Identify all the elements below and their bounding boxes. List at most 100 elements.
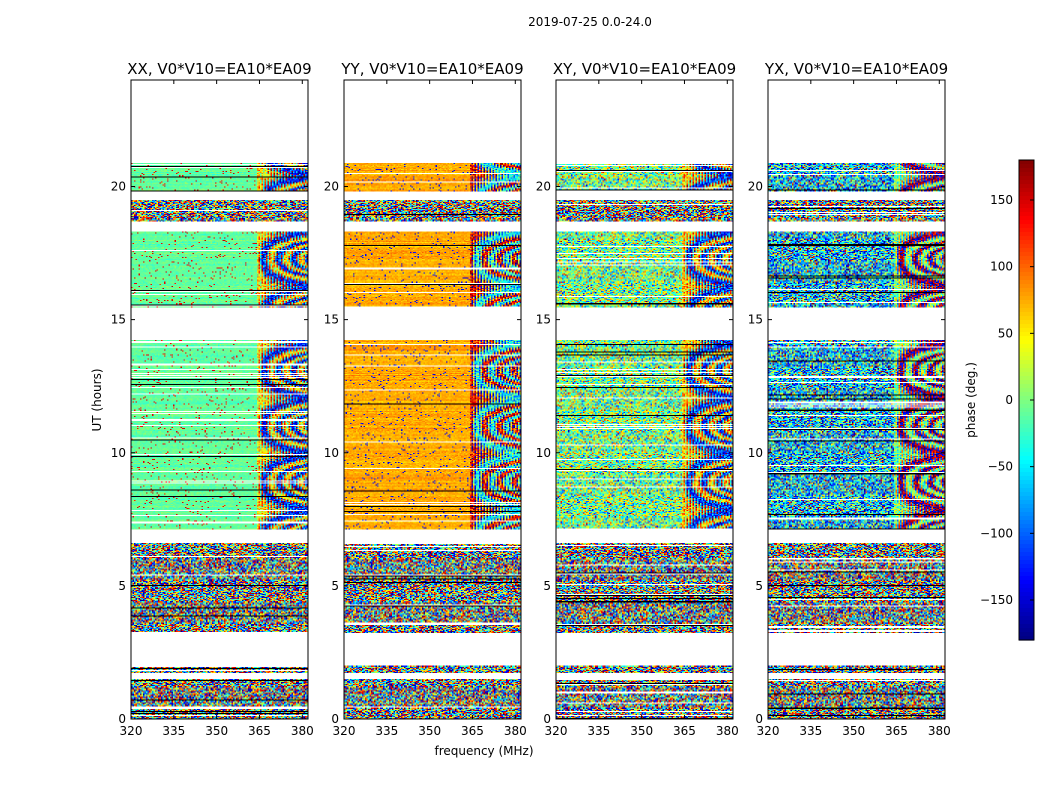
colorbar-segment <box>1019 400 1034 405</box>
colorbar-segment <box>1019 604 1034 609</box>
colorbar-segment <box>1019 224 1034 229</box>
x-tick-label: 350 <box>842 724 865 738</box>
colorbar-segment <box>1019 276 1034 281</box>
colorbar-segment <box>1019 608 1034 613</box>
colorbar-segment <box>1019 180 1034 185</box>
colorbar-segment <box>1019 516 1034 521</box>
x-tick-label: 365 <box>248 724 271 738</box>
colorbar-tick-label: 150 <box>990 193 1013 207</box>
colorbar-segment <box>1019 416 1034 421</box>
y-tick-label: 15 <box>111 313 126 327</box>
heatmap-image <box>344 80 521 719</box>
colorbar-segment <box>1019 352 1034 357</box>
x-tick-label: 380 <box>291 724 314 738</box>
colorbar-segment <box>1019 624 1034 629</box>
heatmap-image <box>556 80 733 719</box>
colorbar-segment <box>1019 264 1034 269</box>
x-tick-label: 335 <box>162 724 185 738</box>
y-tick-label: 20 <box>111 180 126 194</box>
colorbar-segment <box>1019 584 1034 589</box>
y-tick-label: 0 <box>118 712 126 726</box>
y-tick-label: 10 <box>748 446 763 460</box>
panel-title: XX, V0*V10=EA10*EA09 <box>127 60 311 78</box>
colorbar-segment <box>1019 468 1034 473</box>
x-tick-label: 335 <box>799 724 822 738</box>
colorbar-segment <box>1019 548 1034 553</box>
y-tick-label: 0 <box>755 712 763 726</box>
colorbar-segment <box>1019 184 1034 189</box>
colorbar-segment <box>1019 368 1034 373</box>
colorbar-segment <box>1019 380 1034 385</box>
colorbar-segment <box>1019 192 1034 197</box>
colorbar-tick-label: −50 <box>988 460 1013 474</box>
colorbar-segment <box>1019 492 1034 497</box>
colorbar-segment <box>1019 552 1034 557</box>
colorbar-segment <box>1019 620 1034 625</box>
panel-2: YY, V0*V10=EA10*EA09 320 335 350 365 380 0 5 10 1… <box>324 60 527 738</box>
colorbar-segment <box>1019 596 1034 601</box>
colorbar-segment <box>1019 572 1034 577</box>
y-tick-label: 15 <box>536 313 551 327</box>
x-tick-label: 320 <box>120 724 143 738</box>
colorbar-segment <box>1019 252 1034 257</box>
colorbar-tick-label: −150 <box>980 593 1013 607</box>
colorbar-segment <box>1019 628 1034 633</box>
panel-3: XY, V0*V10=EA10*EA09 320 335 350 365 380 0 5 10 1… <box>536 60 739 738</box>
colorbar-segment <box>1019 164 1034 169</box>
x-tick-label: 335 <box>375 724 398 738</box>
x-tick-label: 350 <box>205 724 228 738</box>
colorbar-segment <box>1019 168 1034 173</box>
colorbar-segment <box>1019 272 1034 277</box>
y-tick-label: 5 <box>331 579 339 593</box>
y-axis-label: UT (hours) <box>90 368 104 431</box>
colorbar-segment <box>1019 556 1034 561</box>
colorbar-segment <box>1019 260 1034 265</box>
colorbar-segment <box>1019 292 1034 297</box>
colorbar-segment <box>1019 172 1034 177</box>
colorbar-segment <box>1019 244 1034 249</box>
colorbar-segment <box>1019 392 1034 397</box>
heatmap-image <box>131 80 308 719</box>
colorbar-segment <box>1019 248 1034 253</box>
colorbar-segment <box>1019 524 1034 529</box>
colorbar-segment <box>1019 616 1034 621</box>
y-tick-label: 20 <box>748 180 763 194</box>
colorbar-segment <box>1019 424 1034 429</box>
plot-frame <box>555 79 734 720</box>
colorbar-segment <box>1019 632 1034 637</box>
colorbar-segment <box>1019 304 1034 309</box>
colorbar-segment <box>1019 412 1034 417</box>
colorbar-tick-label: 50 <box>998 326 1013 340</box>
colorbar-segment <box>1019 356 1034 361</box>
colorbar-segment <box>1019 564 1034 569</box>
colorbar-segment <box>1019 160 1034 165</box>
colorbar-segment <box>1019 200 1034 205</box>
colorbar-segment <box>1019 396 1034 401</box>
panel-1: XX, V0*V10=EA10*EA09 320 335 350 365 380 0 5 10 1… <box>111 60 314 738</box>
colorbar-segment <box>1019 220 1034 225</box>
colorbar-segment <box>1019 256 1034 261</box>
colorbar-segment <box>1019 560 1034 565</box>
x-tick-label: 320 <box>333 724 356 738</box>
colorbar-segment <box>1019 328 1034 333</box>
x-axis-label: frequency (MHz) <box>434 744 533 758</box>
panel-4: YX, V0*V10=EA10*EA09 320 335 350 365 380 0 5 10 1… <box>748 60 951 738</box>
colorbar: 150 100 50 0 −50 −100 −150 <box>980 159 1035 641</box>
colorbar-label: phase (deg.) <box>964 362 978 438</box>
colorbar-segment <box>1019 532 1034 537</box>
colorbar-segment <box>1019 336 1034 341</box>
colorbar-segment <box>1019 332 1034 337</box>
colorbar-segment <box>1019 544 1034 549</box>
colorbar-segment <box>1019 212 1034 217</box>
y-tick-label: 20 <box>324 180 339 194</box>
colorbar-segment <box>1019 540 1034 545</box>
colorbar-segment <box>1019 232 1034 237</box>
colorbar-segment <box>1019 364 1034 369</box>
colorbar-segment <box>1019 300 1034 305</box>
x-tick-label: 380 <box>716 724 739 738</box>
colorbar-segment <box>1019 528 1034 533</box>
colorbar-segment <box>1019 384 1034 389</box>
y-tick-label: 5 <box>543 579 551 593</box>
colorbar-segment <box>1019 320 1034 325</box>
